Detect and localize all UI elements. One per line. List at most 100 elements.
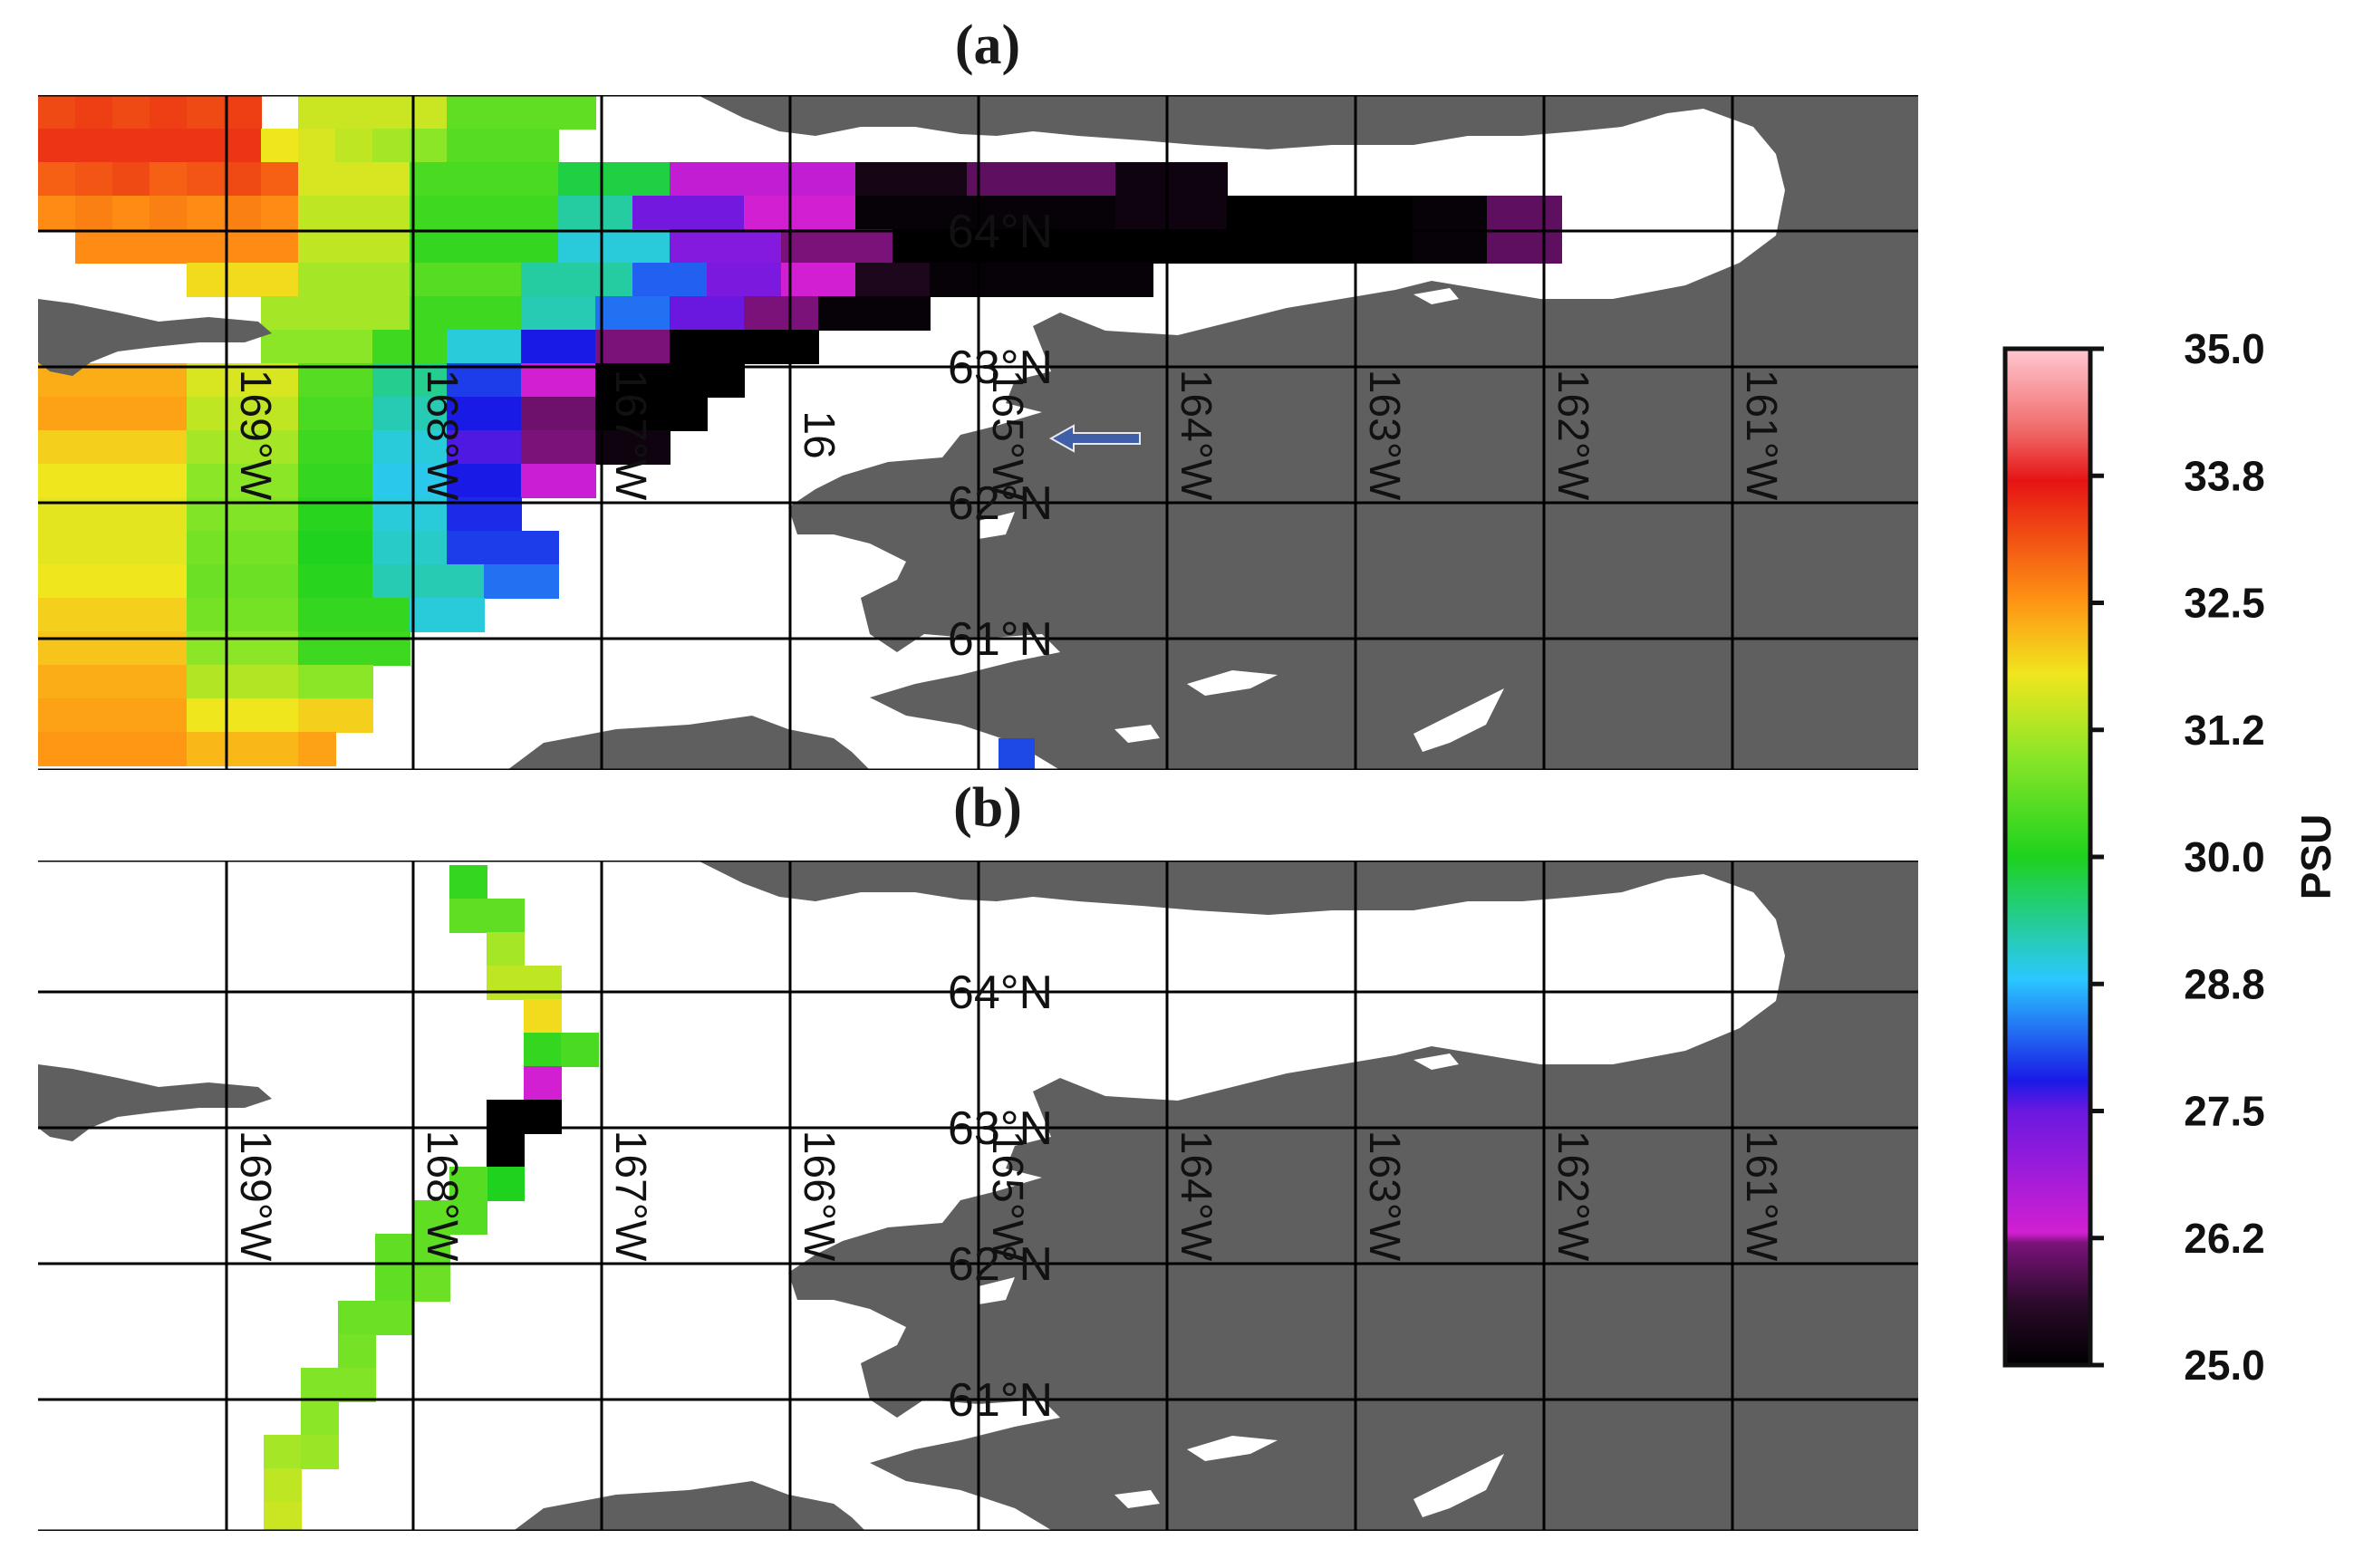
salinity-cell (187, 665, 225, 699)
salinity-cell (298, 531, 336, 565)
salinity-cell (447, 598, 485, 632)
salinity-cell (112, 598, 150, 632)
salinity-cell (150, 196, 188, 230)
lon-label: 165°W (983, 370, 1031, 501)
salinity-cell (372, 196, 410, 230)
colorbar-tick-label: 28.8 (2184, 960, 2265, 1007)
salinity-cell (150, 665, 188, 699)
salinity-cell (298, 129, 336, 163)
salinity-cell (335, 296, 373, 331)
lat-label: 64°N (948, 967, 1053, 1019)
salinity-cell (335, 129, 373, 163)
salinity-cell (75, 698, 113, 733)
salinity-cell (447, 430, 485, 465)
salinity-cell (1487, 196, 1525, 230)
panel-b-labels: 64°N 63°N 62°N 61°N 169°W 168°W 167°W 166°W 165°… (231, 967, 1785, 1427)
salinity-cell (335, 330, 373, 364)
salinity-cell (335, 564, 373, 599)
salinity-cell (632, 162, 671, 197)
salinity-cell (447, 162, 485, 197)
salinity-cell (38, 698, 76, 733)
salinity-cell (224, 665, 262, 699)
salinity-cell (224, 732, 262, 766)
salinity-cell (187, 698, 225, 733)
salinity-cell (150, 564, 188, 599)
salinity-cell (521, 229, 559, 264)
lon-label: 166°W (795, 1130, 843, 1262)
salinity-cell (521, 95, 559, 130)
salinity-cell (855, 196, 893, 230)
salinity-cell (1190, 196, 1228, 230)
salinity-cell (818, 196, 856, 230)
salinity-cell (558, 229, 596, 264)
salinity-cell (670, 397, 708, 431)
salinity-cell (484, 296, 522, 331)
salinity-cell (112, 129, 150, 163)
salinity-cell (112, 430, 150, 465)
salinity-cell (632, 229, 671, 264)
salinity-cell (1115, 263, 1153, 297)
salinity-cell (632, 263, 671, 297)
salinity-cell (261, 162, 299, 197)
salinity-cell (1041, 229, 1079, 264)
panel-b-map (38, 861, 1918, 1531)
salinity-cell (1004, 162, 1042, 197)
salinity-cell (375, 1301, 413, 1335)
salinity-cell (187, 564, 225, 599)
salinity-cell (447, 229, 485, 264)
salinity-cell (335, 196, 373, 230)
salinity-cell (75, 564, 113, 599)
salinity-cell (521, 330, 559, 364)
salinity-cell (261, 698, 299, 733)
salinity-cell (38, 732, 76, 766)
salinity-cell (447, 129, 485, 163)
salinity-cell (410, 564, 448, 599)
salinity-cell (75, 464, 113, 498)
salinity-cell (487, 966, 525, 1000)
salinity-cell (410, 95, 448, 130)
arrow-marker-icon (1048, 424, 1141, 453)
salinity-cell (410, 162, 448, 197)
salinity-cell (75, 631, 113, 666)
salinity-cell (112, 229, 150, 264)
salinity-cell (298, 263, 336, 297)
salinity-cell (75, 196, 113, 230)
salinity-cell (449, 865, 487, 899)
salinity-cell (298, 430, 336, 465)
salinity-cell (38, 397, 76, 431)
salinity-cell (1115, 229, 1153, 264)
salinity-cell (75, 732, 113, 766)
salinity-cell (38, 531, 76, 565)
salinity-cell (818, 263, 856, 297)
lon-label: 161°W (1737, 1130, 1785, 1262)
salinity-cell (781, 162, 819, 197)
salinity-cell (150, 95, 188, 130)
salinity-cell (1115, 162, 1153, 197)
salinity-cell (112, 363, 150, 398)
colorbar-tick-label: 33.8 (2184, 452, 2265, 499)
panel-b-island (38, 1064, 272, 1141)
salinity-cell (335, 229, 373, 264)
salinity-cell (187, 263, 225, 297)
salinity-cell (484, 330, 522, 364)
salinity-cell (298, 464, 336, 498)
lon-label: 164°W (1172, 1130, 1220, 1262)
salinity-cell (1338, 196, 1376, 230)
panel-a-labels: 64°N 63°N 62°N 61°N 169°W 168°W 167°W 16 165°W 16… (231, 206, 1785, 666)
salinity-cell (75, 531, 113, 565)
salinity-cell (484, 129, 522, 163)
salinity-cell (632, 196, 671, 230)
salinity-cell (224, 564, 262, 599)
salinity-cell (187, 229, 225, 264)
salinity-cell (1413, 229, 1451, 264)
salinity-cell (484, 196, 522, 230)
salinity-cell (521, 397, 559, 431)
lon-label: 167°W (606, 370, 654, 501)
salinity-cell (338, 1301, 376, 1335)
salinity-cell (150, 531, 188, 565)
salinity-cell (298, 296, 336, 331)
salinity-cell (112, 196, 150, 230)
panel-a-inland-water (979, 145, 1549, 752)
salinity-cell (112, 464, 150, 498)
salinity-cell (855, 162, 893, 197)
